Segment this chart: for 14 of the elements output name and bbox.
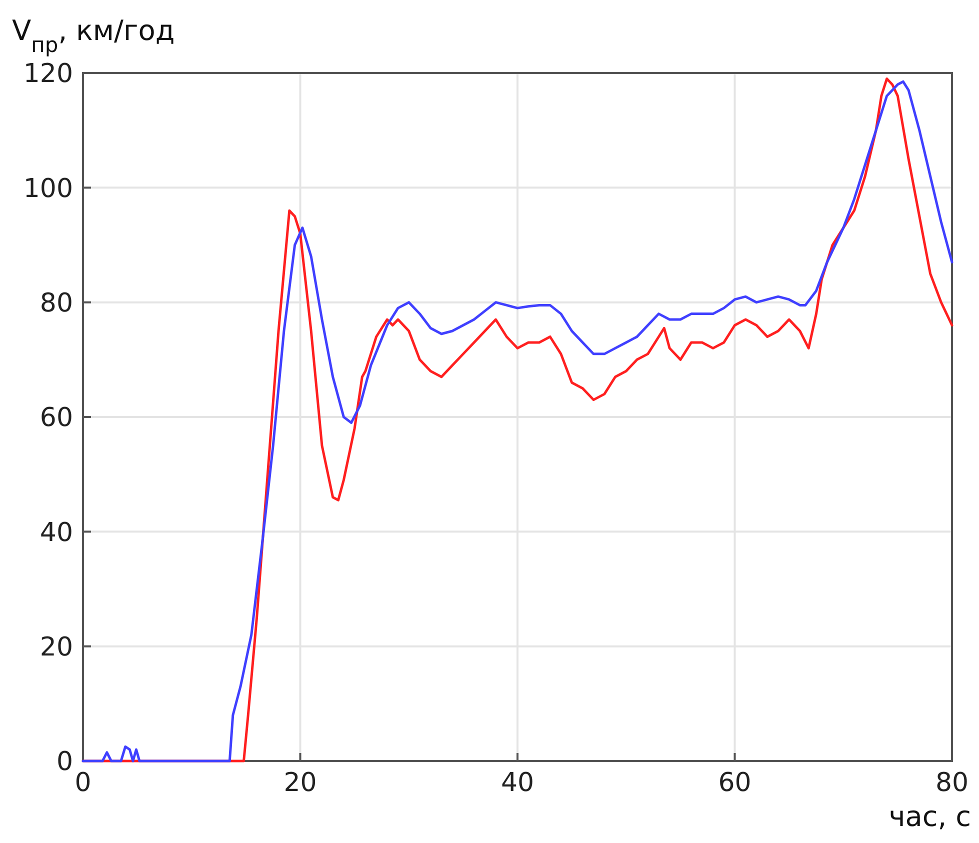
y-tick-label: 120 xyxy=(23,59,73,90)
y-tick-label: 40 xyxy=(40,518,73,548)
y-tick-label: 0 xyxy=(56,747,73,778)
y-tick-label: 80 xyxy=(40,288,73,318)
x-tick-label: 80 xyxy=(935,768,969,798)
y-tick-label: 60 xyxy=(40,403,73,434)
y-axis-title: V$_{пр}$, км/год xyxy=(12,14,175,57)
x-tick-label: 0 xyxy=(74,768,92,798)
y-tick-label: 100 xyxy=(23,174,73,204)
x-tick-label: 60 xyxy=(718,768,752,798)
x-axis-title: час, с xyxy=(888,800,971,833)
y-tick-label: 20 xyxy=(40,632,73,662)
x-tick-label: 20 xyxy=(284,768,317,798)
x-tick-label: 40 xyxy=(500,768,534,798)
